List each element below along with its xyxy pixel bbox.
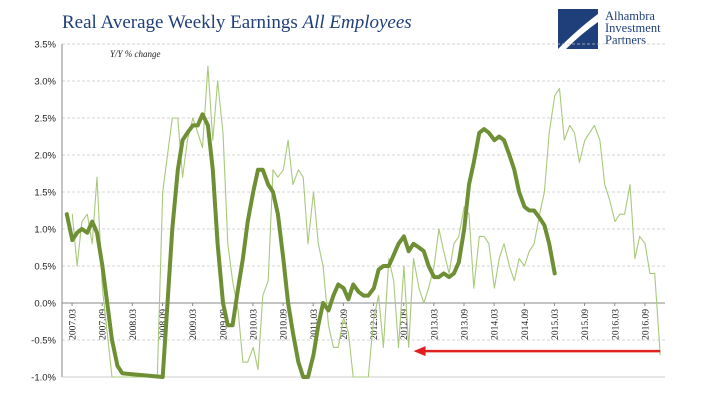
x-tick-label: 2008.09 — [159, 309, 169, 340]
x-tick-label: 2015.09 — [581, 309, 591, 340]
chart-title: Real Average Weekly Earnings All Employe… — [62, 12, 412, 34]
x-tick-label: 2014.09 — [521, 309, 531, 340]
annotation-arrow — [413, 346, 661, 357]
chart-title-italic: All Employees — [302, 12, 412, 33]
series-group — [64, 65, 661, 379]
y-tick-label: 1.0% — [34, 225, 56, 236]
x-tick-label: 2013.09 — [461, 309, 471, 340]
x-tick-label: 2009.03 — [189, 309, 199, 340]
logo-text: Alhambra Investment Partners — [605, 9, 661, 47]
y-tick-label: 1.5% — [34, 188, 56, 199]
x-tick-label: 2009.09 — [219, 309, 229, 340]
y-tick-label: 2.5% — [34, 114, 56, 125]
company-logo: Alhambra Investment Partners — [557, 8, 697, 50]
y-tick-label: 3.5% — [34, 40, 56, 51]
logo-line-2: Investment — [605, 21, 661, 35]
yoy-annotation: Y/Y % change — [110, 49, 161, 59]
x-tick-label: 2010.03 — [249, 309, 259, 340]
x-tick-label: 2007.03 — [69, 309, 79, 340]
logo-line-3: Partners — [605, 33, 646, 47]
x-tick-label: 2015.03 — [551, 309, 561, 340]
x-tick-label: 2010.09 — [280, 309, 290, 340]
x-tick-label: 2016.09 — [641, 309, 651, 340]
y-tick-label: -1.0% — [31, 373, 56, 384]
arrow-head — [413, 346, 426, 357]
x-tick-label: 2007.09 — [99, 309, 109, 340]
y-tick-label: 0.5% — [34, 262, 56, 273]
x-tick-label: 2011.03 — [310, 309, 320, 340]
y-tick-label: 0.0% — [34, 299, 56, 310]
chart-title-main: Real Average Weekly Earnings — [62, 12, 298, 33]
y-tick-label: -0.5% — [31, 336, 56, 347]
logo-mark-icon — [558, 9, 598, 49]
logo-line-1: Alhambra — [605, 9, 655, 23]
series-line-monthly — [71, 65, 661, 378]
y-tick-label: 3.0% — [34, 77, 56, 88]
x-tick-label: 2016.03 — [611, 309, 621, 340]
x-axis: 2007.03 2007.09 2008.03 2008.09 2009.03 2009.… — [62, 302, 665, 378]
series-line-average — [64, 112, 557, 379]
y-tick-label: 2.0% — [34, 151, 56, 162]
x-tick-label: 2012.03 — [370, 309, 380, 340]
x-tick-label: 2013.03 — [430, 309, 440, 340]
y-axis: 3.5% 3.0% 2.5% 2.0% 1.5% 1.0% 0.5% 0.0% -0.5% -1.… — [31, 40, 63, 384]
x-tick-label: 2012.09 — [400, 309, 410, 340]
x-tick-label: 2011.09 — [340, 309, 350, 340]
x-tick-label: 2014.03 — [491, 309, 501, 340]
x-tick-label: 2008.03 — [129, 309, 139, 340]
